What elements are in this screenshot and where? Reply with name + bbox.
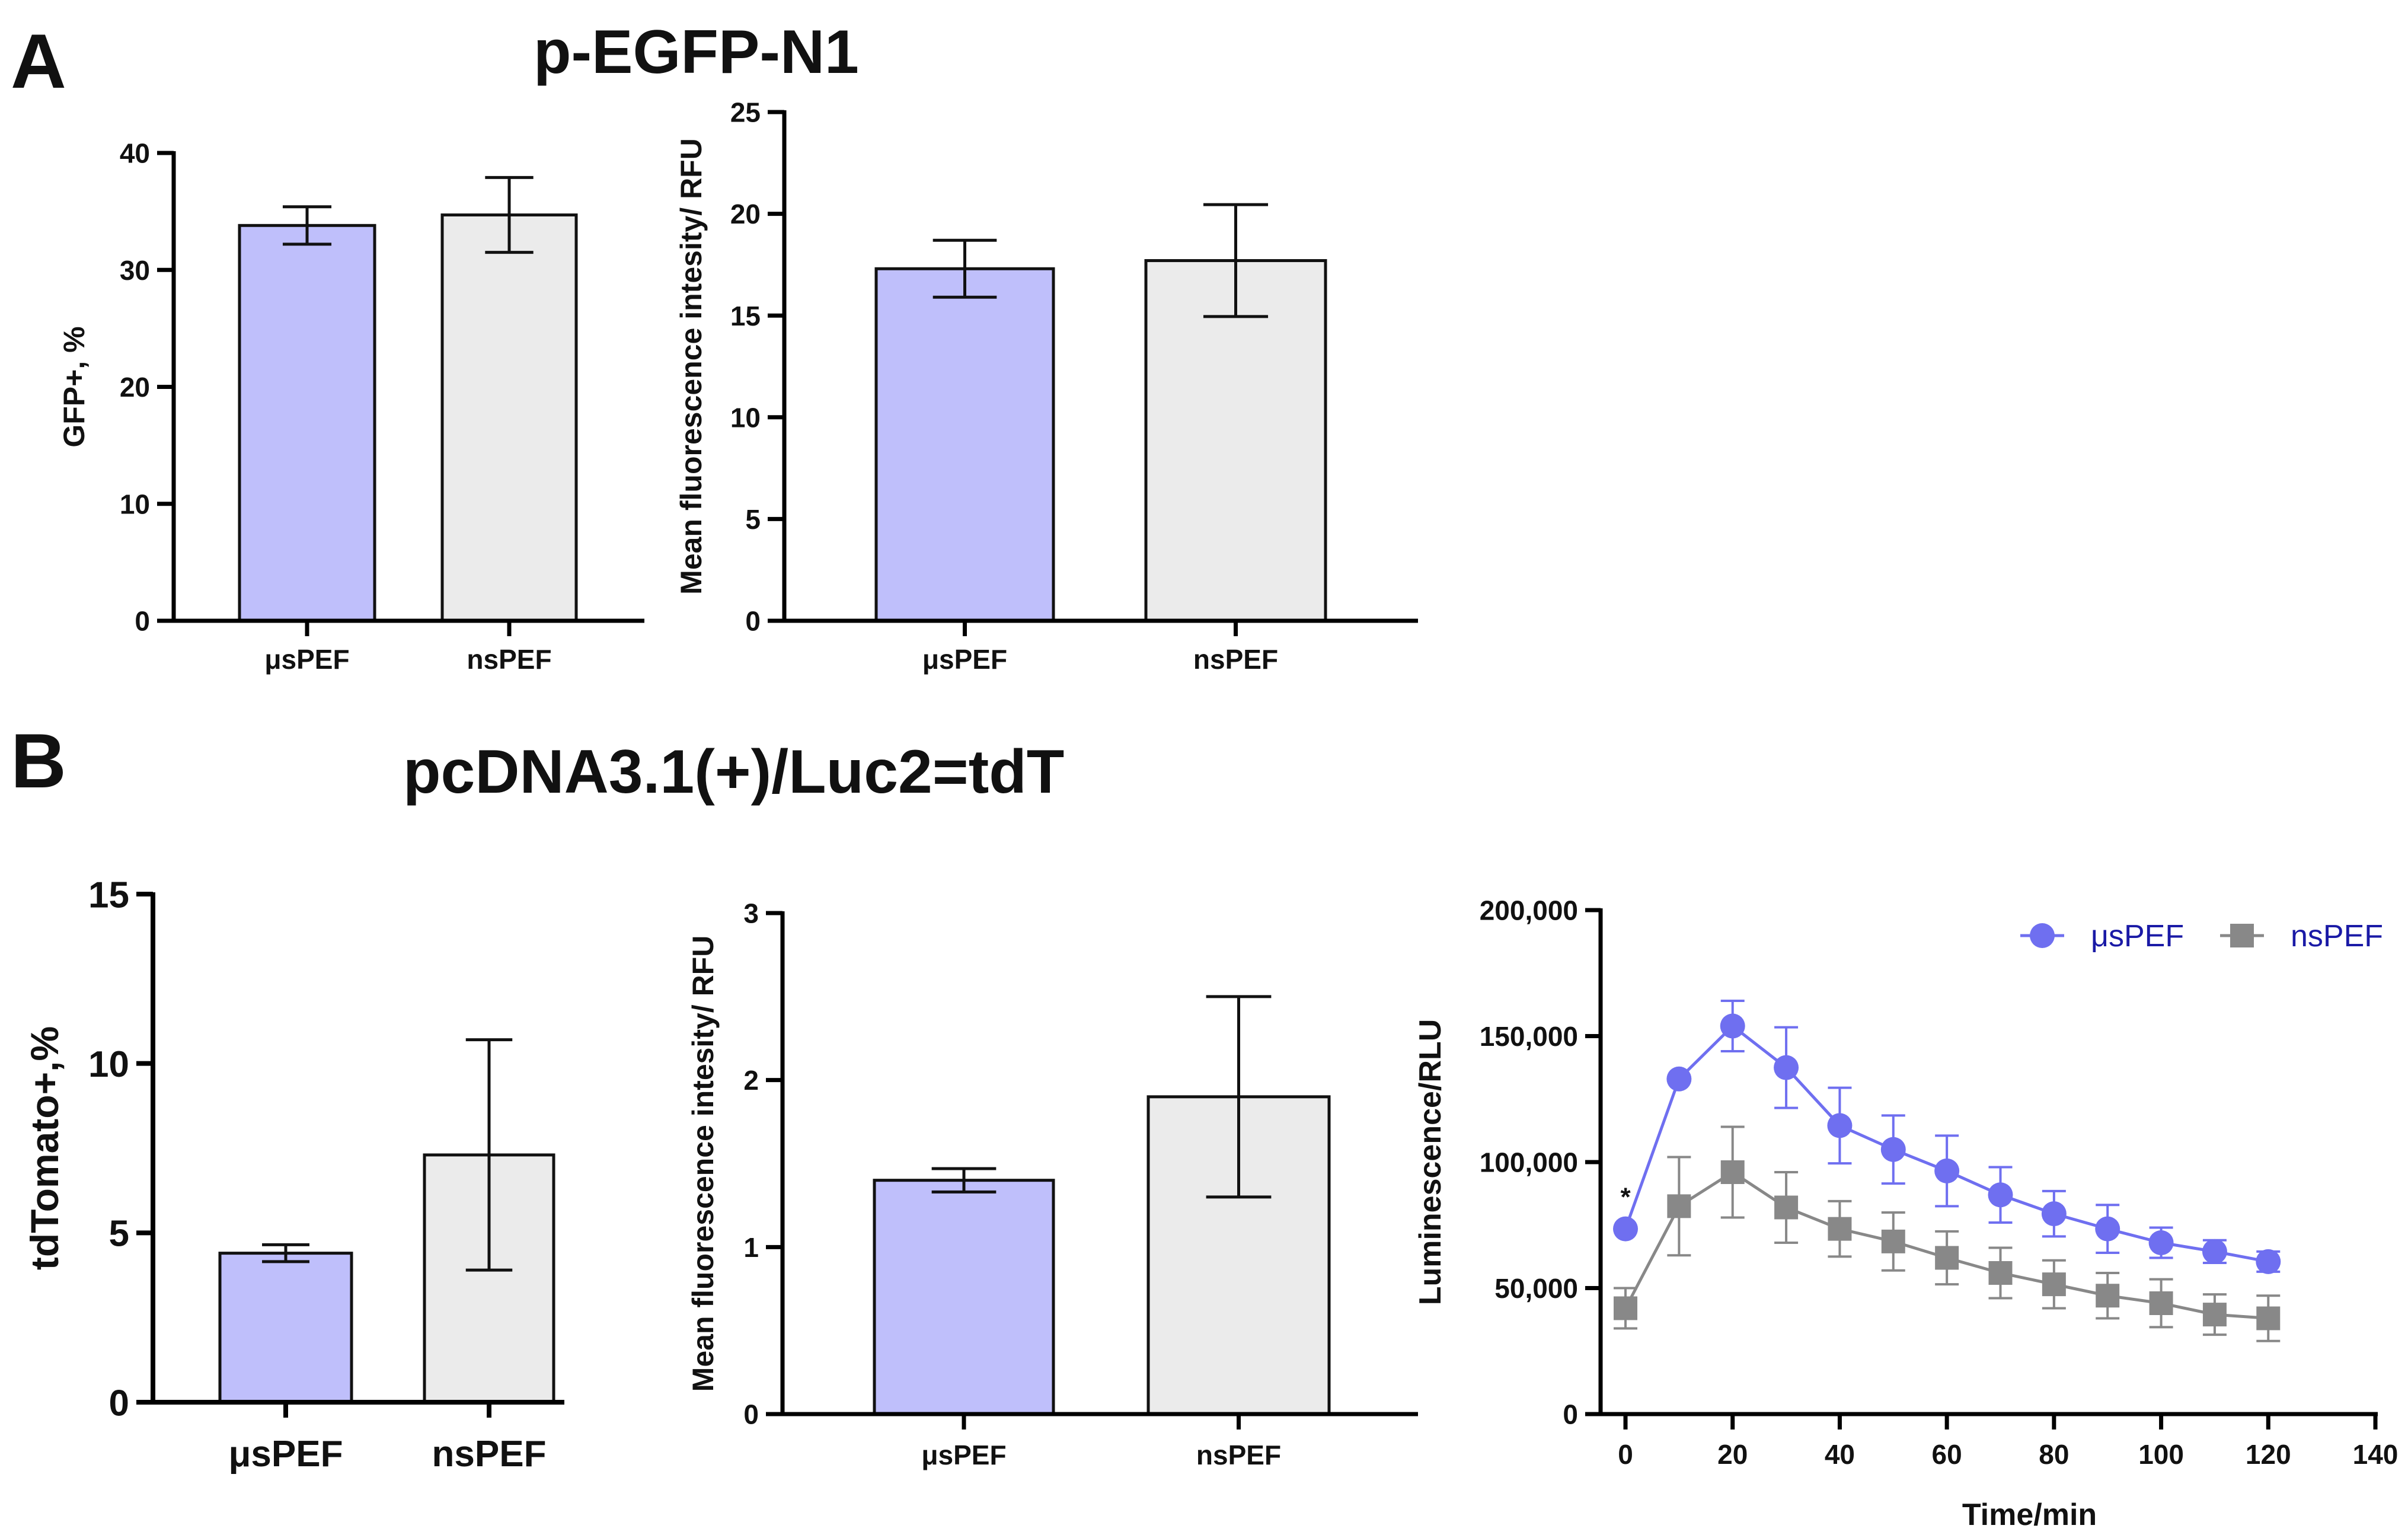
b3-point-us bbox=[2095, 1216, 2120, 1242]
b2-category-label: μsPEF bbox=[921, 1440, 1006, 1470]
chart-tdt-mean-fluorescence: μsPEF nsPEF 0 1 2 3 Mean fluorescence intesity… bbox=[686, 898, 1418, 1470]
b3-point-ns bbox=[1614, 1296, 1637, 1320]
chart-egfp-mean-fluorescence: μsPEF nsPEF 0 5 10 15 20 25 Mean fluorescence in… bbox=[675, 97, 1418, 675]
b3-significance-asterisk: * bbox=[1620, 1183, 1631, 1212]
b3-point-us bbox=[2202, 1239, 2227, 1264]
b3-x-tick-label: 80 bbox=[2039, 1439, 2069, 1470]
b2-y-tick-label: 1 bbox=[743, 1232, 759, 1263]
a2-y-tick-label: 10 bbox=[730, 402, 761, 433]
b3-legend-label-us: μsPEF bbox=[2091, 919, 2184, 953]
b3-legend-label-ns: nsPEF bbox=[2291, 919, 2383, 953]
a1-y-tick-label: 20 bbox=[120, 372, 150, 403]
a2-y-tick-label: 20 bbox=[730, 199, 761, 229]
a2-bar-us bbox=[874, 267, 1055, 623]
b3-point-ns bbox=[1720, 1160, 1745, 1184]
b3-x-tick-label: 40 bbox=[1825, 1439, 1855, 1470]
b3-point-ns bbox=[2149, 1291, 2173, 1315]
b3-point-us bbox=[1880, 1137, 1906, 1162]
b3-x-axis-label: Time/min bbox=[1962, 1498, 2097, 1532]
b3-point-ns bbox=[2096, 1284, 2120, 1308]
chart-luminescence-time-course: 0 50,000 100,000 150,000 200,000 0 20 40 60 80 100… bbox=[1413, 895, 2398, 1532]
panel-b-letter: B bbox=[11, 717, 66, 804]
b3-point-us bbox=[1988, 1182, 2013, 1208]
b2-bar-us bbox=[873, 1179, 1055, 1416]
b3-point-ns bbox=[1667, 1194, 1691, 1218]
b3-point-us bbox=[1613, 1216, 1638, 1242]
b3-y-tick-label: 200,000 bbox=[1480, 895, 1578, 926]
a1-bar-ns bbox=[440, 213, 578, 623]
panel-b-title: pcDNA3.1(+)/Luc2=tdT bbox=[403, 738, 1065, 806]
b3-point-ns bbox=[1935, 1246, 1959, 1270]
a1-y-tick-label: 40 bbox=[120, 138, 150, 169]
a1-y-tick-label: 0 bbox=[135, 606, 150, 637]
a2-y-tick-label: 25 bbox=[730, 97, 761, 128]
panel-a-title: p-EGFP-N1 bbox=[534, 18, 859, 87]
b3-point-us bbox=[1827, 1113, 1853, 1138]
b3-x-tick-label: 0 bbox=[1618, 1439, 1633, 1470]
b3-point-us bbox=[1774, 1055, 1799, 1080]
b3-point-us bbox=[2256, 1249, 2281, 1274]
b3-point-us bbox=[1720, 1013, 1745, 1039]
a2-y-tick-label: 0 bbox=[745, 606, 761, 637]
b3-y-tick-label: 0 bbox=[1563, 1399, 1578, 1430]
b3-x-tick-label: 60 bbox=[1932, 1439, 1962, 1470]
b1-y-axis-label: tdTomato+,% bbox=[23, 1026, 66, 1270]
chart-tdtomato-percent: μsPEF nsPEF 0 5 10 15 tdTomato+,% bbox=[23, 875, 564, 1475]
b3-point-us bbox=[1934, 1158, 1960, 1183]
chart-gfp-percent: μsPEF nsPEF 0 10 20 30 40 GFP+, % bbox=[58, 138, 644, 675]
b3-legend-marker-ns bbox=[2230, 924, 2254, 947]
b2-y-tick-label: 2 bbox=[743, 1065, 759, 1096]
b2-category-label: nsPEF bbox=[1196, 1440, 1281, 1470]
b2-y-tick-label: 3 bbox=[743, 898, 759, 929]
b3-y-tick-label: 150,000 bbox=[1480, 1021, 1578, 1052]
b3-point-ns bbox=[1988, 1261, 2013, 1285]
a1-y-tick-label: 30 bbox=[120, 255, 150, 286]
b2-y-axis-label: Mean fluorescence intesity/ RFU bbox=[686, 936, 720, 1392]
a1-y-axis-label: GFP+, % bbox=[58, 326, 91, 447]
a2-y-tick-label: 5 bbox=[745, 504, 761, 535]
panel-a-letter: A bbox=[11, 18, 66, 104]
b3-point-us bbox=[2041, 1201, 2067, 1227]
b3-point-ns bbox=[1774, 1195, 1799, 1220]
b3-x-tick-label: 140 bbox=[2353, 1439, 2399, 1470]
b3-point-ns bbox=[2042, 1272, 2066, 1297]
b3-legend-marker-us bbox=[2030, 923, 2055, 948]
b1-y-tick-label: 15 bbox=[88, 875, 129, 915]
b3-point-us bbox=[2148, 1230, 2174, 1255]
b3-point-ns bbox=[2202, 1303, 2227, 1327]
a2-y-axis-label: Mean fluorescence intesity/ RFU bbox=[675, 138, 708, 595]
b3-point-ns bbox=[2256, 1306, 2281, 1330]
b3-y-tick-label: 50,000 bbox=[1494, 1273, 1578, 1304]
b1-y-tick-label: 0 bbox=[109, 1383, 129, 1424]
b2-y-tick-label: 0 bbox=[743, 1399, 759, 1430]
a1-category-label: μsPEF bbox=[264, 644, 349, 675]
a1-bar-us bbox=[238, 224, 376, 623]
b1-y-tick-label: 10 bbox=[88, 1044, 129, 1085]
a2-bar-ns bbox=[1144, 259, 1327, 623]
b1-y-tick-label: 5 bbox=[109, 1214, 129, 1255]
b3-y-tick-label: 100,000 bbox=[1480, 1147, 1578, 1178]
b1-category-label: μsPEF bbox=[229, 1434, 343, 1475]
b1-bar-us bbox=[218, 1252, 353, 1404]
b3-x-tick-label: 120 bbox=[2246, 1439, 2291, 1470]
b1-category-label: nsPEF bbox=[432, 1434, 547, 1475]
b3-x-tick-label: 100 bbox=[2138, 1439, 2184, 1470]
b3-point-ns bbox=[1828, 1217, 1852, 1241]
a1-y-tick-label: 10 bbox=[120, 489, 150, 519]
a2-y-tick-label: 15 bbox=[730, 301, 761, 331]
b3-y-axis-label: Luminescence/RLU bbox=[1413, 1019, 1448, 1306]
b3-x-tick-label: 20 bbox=[1717, 1439, 1748, 1470]
a2-category-label: nsPEF bbox=[1193, 644, 1278, 675]
a2-category-label: μsPEF bbox=[922, 644, 1007, 675]
a1-category-label: nsPEF bbox=[467, 644, 551, 675]
b3-point-us bbox=[1666, 1066, 1692, 1092]
b3-point-ns bbox=[1881, 1229, 1905, 1253]
